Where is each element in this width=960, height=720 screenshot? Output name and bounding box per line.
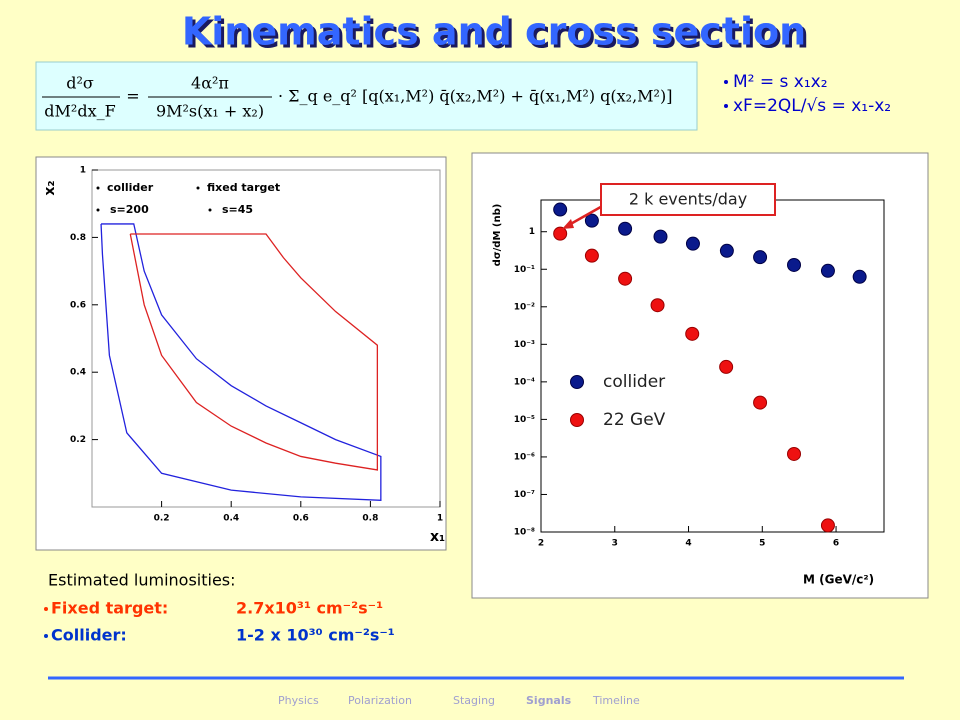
x-tick-label: 3 bbox=[612, 539, 618, 549]
y-tick-label: 0.4 bbox=[70, 368, 86, 378]
y-tick-label: 10⁻⁷ bbox=[514, 490, 535, 500]
arrow-head bbox=[562, 219, 574, 229]
data-point bbox=[584, 213, 599, 228]
y-tick-label: 10⁻² bbox=[514, 302, 535, 312]
legend-marker bbox=[570, 375, 584, 389]
bullet-dot bbox=[724, 80, 728, 84]
legend-label: fixed target bbox=[207, 181, 280, 194]
x-tick-label: 2 bbox=[538, 539, 544, 549]
bullets: M² = s x₁x₂ xF=2QL/√s = x₁-x₂ bbox=[724, 72, 891, 116]
formula-lhs-num: d²σ bbox=[66, 74, 94, 93]
nav-link[interactable]: Polarization bbox=[348, 694, 412, 707]
data-point bbox=[618, 271, 633, 286]
bullet-text: xF=2QL/√s = x₁-x₂ bbox=[733, 96, 891, 116]
y-tick-label: 10⁻¹ bbox=[514, 265, 535, 275]
data-point bbox=[719, 359, 734, 374]
nav-link[interactable]: Physics bbox=[278, 694, 319, 707]
y-tick-label: 0.8 bbox=[70, 233, 86, 243]
y-tick-label: 0.6 bbox=[70, 300, 86, 310]
lum-heading: Estimated luminosities: bbox=[48, 571, 236, 590]
nav-link[interactable]: Staging bbox=[453, 694, 495, 707]
legend-marker bbox=[196, 186, 200, 190]
region-boundary bbox=[129, 233, 379, 471]
data-point bbox=[719, 243, 734, 258]
data-point bbox=[685, 326, 700, 341]
y-tick-label: 0.2 bbox=[70, 435, 86, 445]
data-point bbox=[787, 446, 802, 461]
y-tick-label: 10⁻⁴ bbox=[514, 377, 535, 387]
lum-value: 2.7x10³¹ cm⁻²s⁻¹ bbox=[236, 599, 383, 618]
data-point bbox=[820, 263, 835, 278]
y-tick-label: 10⁻⁸ bbox=[514, 528, 535, 538]
legend-label: 22 GeV bbox=[603, 410, 666, 430]
data-point bbox=[553, 202, 568, 217]
y-tick-label: 10⁻⁶ bbox=[514, 452, 535, 462]
bullet-dot bbox=[724, 104, 728, 108]
data-point bbox=[685, 236, 700, 251]
luminosities: Estimated luminosities: Fixed target: 2.7x… bbox=[44, 571, 395, 645]
annotation-box bbox=[600, 183, 776, 216]
lum-label: Fixed target: bbox=[51, 599, 168, 618]
data-point bbox=[553, 226, 568, 241]
x-tick-label: 1 bbox=[437, 514, 443, 524]
data-point bbox=[650, 298, 665, 313]
kinematics-chart: 0.2 0.4 0.6 0.8 1 0.2 0.4 0.6 0.8 1 x₁ x₂ collider fi… bbox=[42, 166, 445, 546]
bullet-dot bbox=[44, 607, 48, 611]
nav-link[interactable]: Signals bbox=[526, 694, 572, 707]
formula-sum: · Σ_q e_q² [q(x₁,M²) q̄(x₂,M²) + q̄(x₁,M… bbox=[278, 87, 672, 106]
x-tick-label: 0.2 bbox=[154, 514, 170, 524]
lum-value: 1-2 x 10³⁰ cm⁻²s⁻¹ bbox=[236, 626, 395, 645]
data-point bbox=[820, 518, 835, 533]
formula-box bbox=[35, 61, 698, 131]
lum-label: Collider: bbox=[51, 626, 127, 645]
formula-rhs-num: 4α²π bbox=[191, 74, 229, 93]
y-tick-label: 1 bbox=[80, 166, 86, 176]
x-tick-label: 5 bbox=[759, 539, 765, 549]
legend-marker bbox=[96, 186, 100, 190]
legend-label: collider bbox=[107, 181, 154, 194]
y-tick-label: 1 bbox=[529, 227, 535, 237]
x-tick-label: 0.6 bbox=[293, 514, 309, 524]
legend-note: s=200 bbox=[110, 203, 149, 216]
data-point bbox=[753, 395, 768, 410]
y-tick-label: 10⁻³ bbox=[514, 340, 535, 350]
annotation: 2 k events/day bbox=[629, 190, 747, 209]
x-axis-label: M (GeV/c²) bbox=[803, 573, 874, 587]
x-tick-label: 4 bbox=[685, 539, 691, 549]
data-point bbox=[618, 221, 633, 236]
bullet-dot bbox=[44, 634, 48, 638]
data-point bbox=[852, 269, 867, 284]
nav-link[interactable]: Timeline bbox=[592, 694, 640, 707]
title: Kinematics and cross section bbox=[182, 10, 806, 54]
region-boundary bbox=[100, 223, 382, 501]
legend-label: collider bbox=[603, 372, 665, 392]
y-axis-label: dσ/dM (nb) bbox=[492, 204, 503, 267]
chart-panel bbox=[471, 152, 929, 599]
title-shadow: Kinematics and cross section bbox=[185, 13, 809, 57]
x-tick-label: 0.4 bbox=[223, 514, 239, 524]
legend-note: s=45 bbox=[222, 203, 253, 216]
formula-rhs-den: 9M²s(x₁ + x₂) bbox=[156, 102, 264, 121]
data-point bbox=[584, 248, 599, 263]
data-point bbox=[753, 250, 768, 265]
bullet-text: M² = s x₁x₂ bbox=[733, 72, 828, 92]
plot-frame bbox=[91, 169, 441, 508]
data-point bbox=[787, 257, 802, 272]
formula-equals: = bbox=[126, 87, 139, 106]
legend-marker bbox=[570, 413, 584, 427]
x-tick-label: 0.8 bbox=[362, 514, 378, 524]
formula-lhs-den: dM²dx_F bbox=[44, 102, 115, 121]
y-tick-label: 10⁻⁵ bbox=[514, 415, 535, 425]
annotation-arrow bbox=[566, 202, 607, 228]
data-point bbox=[653, 229, 668, 244]
legend-marker bbox=[96, 208, 100, 212]
navigation: Physics Polarization Staging Signals Timelin… bbox=[278, 694, 640, 707]
x-tick-label: 6 bbox=[833, 539, 839, 549]
legend-marker bbox=[208, 208, 212, 212]
cross-section-chart: 2 3 4 5 6 1 10⁻¹ 10⁻² 10⁻³ 10⁻⁴ 10⁻⁵ 10⁻⁶ 10⁻⁷ 10⁻⁸ M … bbox=[492, 183, 885, 587]
y-axis-label: x₂ bbox=[42, 180, 58, 195]
x-axis-label: x₁ bbox=[430, 529, 445, 545]
